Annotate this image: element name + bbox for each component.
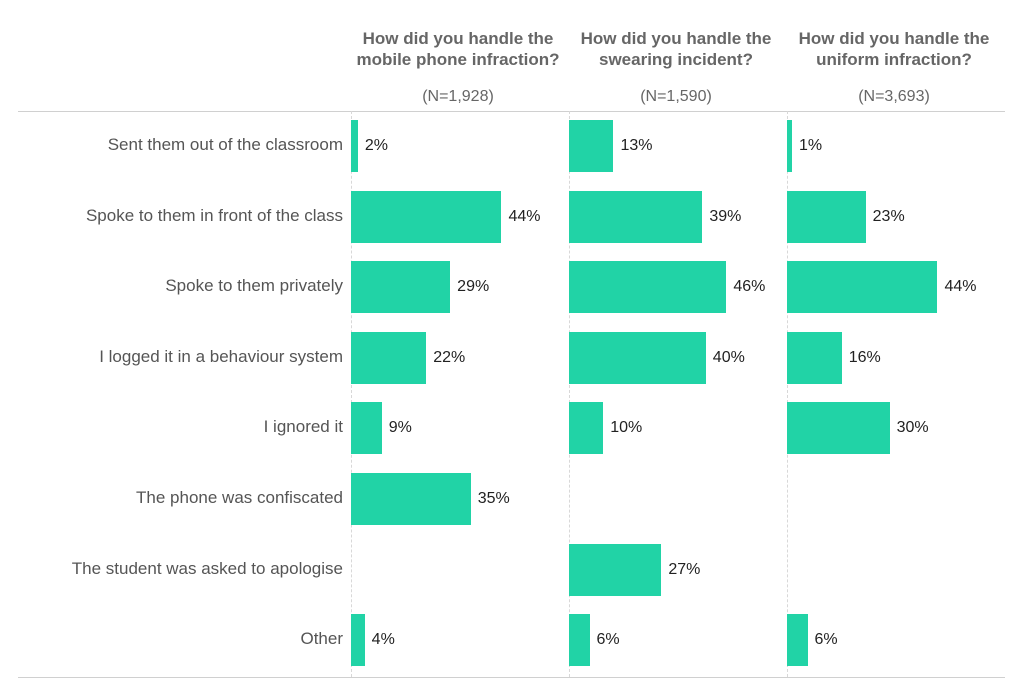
category-label: I ignored it (263, 417, 343, 437)
bar (351, 473, 471, 525)
bar (351, 190, 502, 243)
data-label: 27% (668, 560, 701, 578)
data-label: 6% (814, 631, 838, 649)
data-label: 29% (457, 278, 490, 296)
data-label: 46% (733, 278, 766, 296)
bottom-rule (18, 677, 1005, 678)
bar (569, 543, 662, 596)
bar (787, 261, 938, 314)
panel-divider (787, 111, 788, 677)
bar (787, 120, 792, 172)
panel-n: (N=1,590) (640, 88, 712, 105)
data-label: 44% (508, 207, 541, 225)
data-label: 30% (896, 419, 929, 437)
data-label: 9% (388, 419, 412, 437)
data-label: 23% (872, 207, 905, 225)
data-label: 13% (620, 137, 653, 154)
bar (569, 120, 614, 172)
data-label: 6% (596, 631, 620, 649)
bar (787, 331, 842, 384)
panel-n: (N=3,693) (858, 88, 930, 105)
top-rule (18, 111, 1005, 112)
category-label: Sent them out of the classroom (107, 135, 343, 154)
panel-title: How did you handle the swearing incident? (567, 28, 785, 70)
panel-title-line: How did you handle the (798, 29, 990, 48)
category-label: Spoke to them privately (165, 276, 343, 296)
category-label: The phone was confiscated (136, 488, 343, 507)
bar (569, 331, 706, 384)
panel-title: How did you handle the mobile phone infra… (349, 28, 567, 70)
panel-divider (569, 111, 570, 677)
bar (351, 614, 365, 667)
bar (569, 402, 604, 455)
bar (787, 190, 866, 243)
data-label: 1% (799, 137, 823, 154)
category-label: I logged it in a behaviour system (99, 346, 343, 366)
category-label: The student was asked to apologise (71, 558, 343, 578)
bar (569, 614, 590, 667)
data-label: 44% (944, 278, 977, 296)
data-label: 22% (433, 348, 466, 366)
data-label: 16% (848, 348, 881, 366)
panel-title-line: mobile phone infraction? (356, 50, 560, 69)
panel-divider (351, 111, 352, 677)
bar (569, 261, 727, 314)
bar (351, 331, 427, 384)
bar (351, 261, 451, 314)
data-label: 2% (364, 137, 388, 154)
panel-title-line: swearing incident? (599, 50, 753, 69)
data-label: 4% (371, 631, 395, 649)
panel-title: How did you handle the uniform infraction… (785, 28, 1003, 70)
bar (351, 120, 358, 172)
data-label: 40% (712, 348, 745, 366)
data-label: 10% (610, 419, 643, 437)
data-label: 35% (477, 490, 510, 507)
panel-title-line: uniform infraction? (816, 50, 972, 69)
panel-title-line: How did you handle the (580, 29, 772, 48)
category-label: Spoke to them in front of the class (85, 205, 343, 225)
bar (351, 402, 382, 455)
bar (787, 402, 890, 455)
category-label: Other (300, 629, 343, 649)
panel-n: (N=1,928) (422, 88, 494, 105)
panel-title-line: How did you handle the (362, 29, 554, 48)
bar (569, 190, 703, 243)
bar (787, 614, 808, 667)
data-label: 39% (709, 207, 742, 225)
